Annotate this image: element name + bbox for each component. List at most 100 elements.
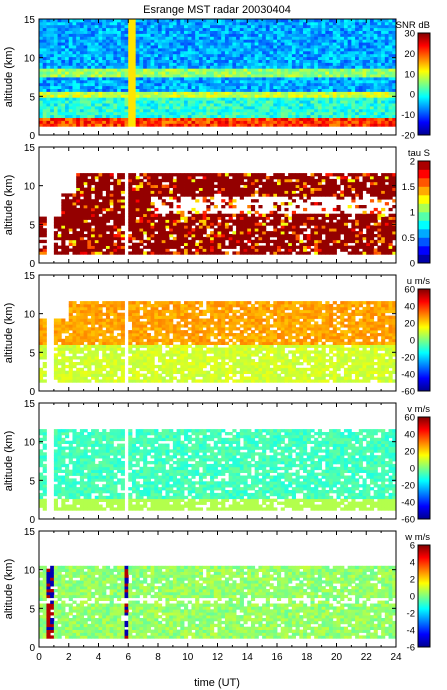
colorbar: -60 -40 -20 0 20 40 60u m/s — [401, 276, 431, 398]
colorbar-tick-label: 20 — [404, 447, 415, 458]
x-tick-label: 22 — [361, 652, 373, 663]
y-axis-label: altitude (km) — [3, 47, 15, 108]
colorbar: -6 -4 -2 0 2 4 6w m/s — [404, 532, 431, 654]
panel-4: 0 5 10 15 altitude (km) -60 -40 -20 0 20 40 60v m/s — [3, 399, 431, 526]
colorbar-tick-label: -6 — [407, 643, 415, 654]
x-tick-label: 6 — [125, 652, 131, 663]
colorbar-label: w m/s — [404, 532, 430, 543]
x-tick-label: 20 — [331, 652, 343, 663]
y-tick-label: 15 — [24, 271, 36, 282]
colorbar-gradient — [418, 545, 430, 647]
colorbar-frame — [417, 544, 431, 648]
y-tick-label: 5 — [29, 476, 35, 487]
figure-title: Esrange MST radar 20030404 — [143, 4, 291, 16]
heatmap-cells — [39, 565, 397, 639]
y-tick-label: 10 — [24, 54, 36, 65]
colorbar-step — [418, 237, 430, 247]
colorbar-tick-label: 20 — [404, 49, 415, 60]
colorbar-gradient — [418, 417, 430, 519]
colorbar-gradient — [418, 33, 430, 135]
y-tick-label: 10 — [24, 566, 36, 577]
colorbar-tick-label: 20 — [404, 319, 415, 330]
colorbar-tick-label: 6 — [410, 541, 415, 552]
colorbar-tick-label: -60 — [401, 387, 415, 398]
y-tick-label: 10 — [24, 310, 36, 321]
y-tick-label: 5 — [29, 220, 35, 231]
colorbar-tick-label: -2 — [407, 609, 415, 620]
colorbar-tick-label: -20 — [401, 131, 415, 142]
y-axis-label: altitude (km) — [3, 559, 15, 620]
panel-3: 0 5 10 15 altitude (km) -60 -40 -20 0 20 40 60u m/s — [3, 271, 431, 398]
heatmap-cells — [39, 301, 397, 383]
x-tick-label: 2 — [66, 652, 72, 663]
colorbar-frame — [417, 32, 431, 136]
x-tick-label: 10 — [182, 652, 194, 663]
y-tick-label: 10 — [24, 182, 36, 193]
colorbar-tick-label: 0 — [410, 592, 415, 603]
colorbar-tick-label: 60 — [404, 413, 415, 424]
x-tick-label: 0 — [36, 652, 42, 663]
x-tick-label: 16 — [271, 652, 283, 663]
y-tick-label: 15 — [24, 143, 36, 154]
colorbar-frame — [417, 288, 431, 392]
y-tick-label: 0 — [29, 131, 35, 142]
y-axis-label: altitude (km) — [3, 303, 15, 364]
colorbar-tick-label: -60 — [401, 515, 415, 526]
y-tick-label: 5 — [29, 92, 35, 103]
colorbar-tick-label: 10 — [404, 69, 415, 80]
x-tick-label: 8 — [155, 652, 161, 663]
colorbar-tick-label: -20 — [401, 481, 415, 492]
x-tick-label: 24 — [390, 652, 402, 663]
colorbar-step — [418, 203, 430, 213]
colorbar-tick-label: -4 — [407, 626, 415, 637]
colorbar-tick-label: -20 — [401, 353, 415, 364]
colorbar-label: v m/s — [407, 404, 430, 415]
colorbar-step — [418, 169, 430, 179]
colorbar-label: SNR dB — [396, 20, 430, 31]
y-tick-label: 0 — [29, 643, 35, 654]
y-tick-label: 15 — [24, 527, 36, 538]
x-tick-label: 18 — [301, 652, 313, 663]
colorbar-tick-label: 1 — [410, 208, 415, 219]
x-tick-label: 12 — [212, 652, 224, 663]
colorbar-tick-label: 0 — [410, 90, 415, 101]
colorbar-frame — [417, 160, 431, 264]
y-tick-label: 0 — [29, 387, 35, 398]
y-tick-label: 0 — [29, 259, 35, 270]
colorbar-tick-label: -40 — [401, 498, 415, 509]
x-axis-label: time (UT) — [194, 677, 240, 689]
colorbar-step — [418, 186, 430, 196]
colorbar-tick-label: 2 — [410, 157, 415, 168]
y-tick-label: 15 — [24, 15, 36, 26]
colorbar-step — [418, 246, 430, 255]
colorbar-tick-label: 40 — [404, 302, 415, 313]
colorbar-tick-label: 2 — [410, 575, 415, 586]
colorbar-tick-label: 0.5 — [402, 233, 415, 244]
colorbar-label: tau S — [408, 148, 430, 159]
y-tick-label: 5 — [29, 348, 35, 359]
colorbar-step — [418, 254, 430, 264]
heatmap-cells — [39, 429, 397, 511]
colorbar-step — [418, 195, 430, 204]
heatmap-cells — [39, 19, 397, 127]
colorbar-step — [418, 161, 430, 170]
colorbar-tick-label: 4 — [410, 558, 415, 569]
x-tick-label: 4 — [96, 652, 102, 663]
heatmap-cells — [39, 173, 397, 255]
y-tick-label: 15 — [24, 399, 36, 410]
colorbar-tick-label: 1.5 — [402, 182, 415, 193]
colorbar-step — [418, 212, 430, 221]
colorbar-tick-label: 0 — [410, 259, 415, 270]
y-tick-label: 5 — [29, 604, 35, 615]
colorbar-tick-label: 40 — [404, 430, 415, 441]
x-tick-label: 14 — [242, 652, 254, 663]
y-axis-label: altitude (km) — [3, 431, 15, 492]
colorbar-step — [418, 220, 430, 230]
colorbar-tick-label: -40 — [401, 370, 415, 381]
